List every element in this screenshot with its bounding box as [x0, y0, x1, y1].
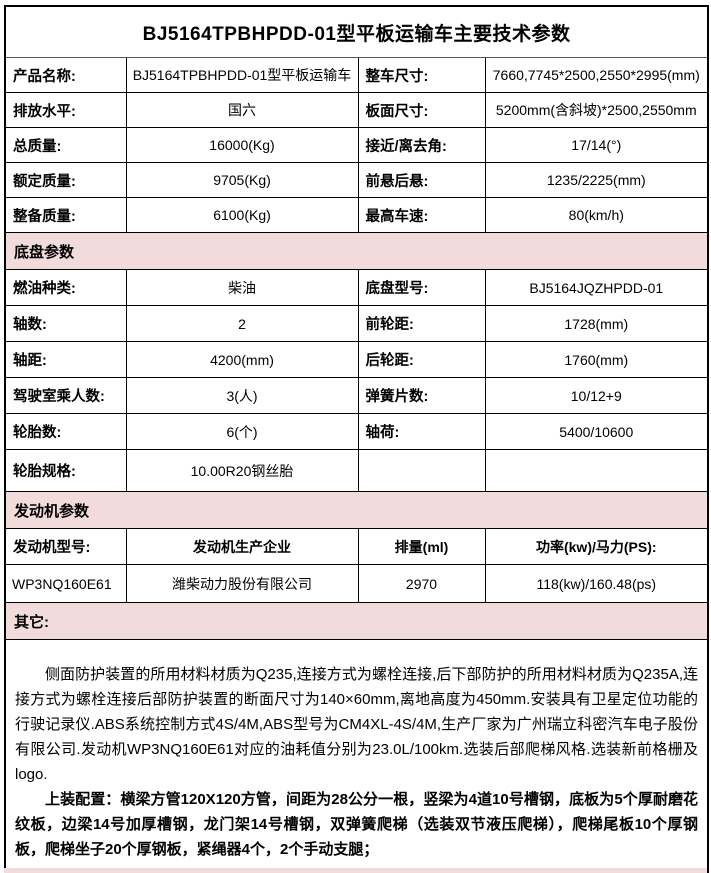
table-row: 轮胎规格: 10.00R20钢丝胎 — [4, 449, 709, 492]
value-engine-manufacturer: 潍柴动力股份有限公司 — [125, 564, 359, 603]
section-header-engine: 发动机参数 — [4, 491, 709, 529]
value-engine-model: WP3NQ160E61 — [4, 564, 127, 603]
table-row: 发动机型号: 发动机生产企业 排量(ml) 功率(kw)/马力(PS): — [4, 528, 709, 565]
table-row: 产品名称: BJ5164TPBHPDD-01型平板运输车 整车尺寸: 7660,… — [4, 57, 709, 93]
value-spring-leaves: 10/12+9 — [484, 377, 709, 414]
label-product-name: 产品名称: — [4, 57, 127, 93]
empty-cell — [484, 449, 709, 492]
value-product-name: BJ5164TPBHPDD-01型平板运输车 — [125, 57, 359, 93]
value-tire-count: 6(个) — [125, 413, 359, 450]
table-row: 整备质量: 6100(Kg) 最高车速: 80(km/h) — [4, 197, 709, 233]
column-header-displacement: 排量(ml) — [357, 528, 486, 565]
value-tire-spec: 10.00R20钢丝胎 — [125, 449, 359, 492]
value-emission-level: 国六 — [125, 92, 359, 128]
table-row: 驾驶室乘人数: 3(人) 弹簧片数: 10/12+9 — [4, 377, 709, 414]
value-max-speed: 80(km/h) — [484, 197, 709, 233]
table-row: 轴距: 4200(mm) 后轮距: 1760(mm) — [4, 341, 709, 378]
label-front-rear-overhang: 前悬后悬: — [357, 162, 486, 198]
table-row: 底盘参数 — [4, 232, 709, 270]
table-row: 总质量: 16000(Kg) 接近/离去角: 17/14(°) — [4, 127, 709, 163]
value-rear-track: 1760(mm) — [484, 341, 709, 378]
label-emission-level: 排放水平: — [4, 92, 127, 128]
page-title: BJ5164TPBHPDD-01型平板运输车主要技术参数 — [4, 5, 709, 58]
table-row: 发动机参数 — [4, 491, 709, 529]
other-paragraph-protection: 侧面防护装置的所用材料材质为Q235,连接方式为螺栓连接,后下部防护的所用材料材… — [15, 666, 699, 783]
table-row: WP3NQ160E61 潍柴动力股份有限公司 2970 118(kw)/160.… — [4, 564, 709, 603]
label-axle-load: 轴荷: — [357, 413, 486, 450]
value-approach-departure-angle: 17/14(°) — [484, 127, 709, 163]
value-power: 118(kw)/160.48(ps) — [484, 564, 709, 603]
value-wheelbase: 4200(mm) — [125, 341, 359, 378]
table-row: 侧面防护装置的所用材料材质为Q235,连接方式为螺栓连接,后下部防护的所用材料材… — [4, 639, 709, 873]
value-vehicle-size: 7660,7745*2500,2550*2995(mm) — [484, 57, 709, 93]
value-curb-mass: 6100(Kg) — [125, 197, 359, 233]
section-header-other: 其它: — [4, 602, 709, 640]
value-fuel-type: 柴油 — [125, 269, 359, 306]
value-chassis-model: BJ5164JQZHPDD-01 — [484, 269, 709, 306]
other-paragraph-body-config: 上装配置：横梁方管120X120方管，间距为28公分一根，竖梁为4道10号槽钢，… — [15, 791, 699, 858]
vehicle-spec-table: BJ5164TPBHPDD-01型平板运输车主要技术参数 产品名称: BJ516… — [4, 5, 710, 873]
value-front-rear-overhang: 1235/2225(mm) — [484, 162, 709, 198]
label-chassis-model: 底盘型号: — [357, 269, 486, 306]
label-gross-mass: 总质量: — [4, 127, 127, 163]
value-cab-passengers: 3(人) — [125, 377, 359, 414]
value-displacement: 2970 — [357, 564, 486, 603]
table-row: 轮胎数: 6(个) 轴荷: 5400/10600 — [4, 413, 709, 450]
table-row: 其它: — [4, 602, 709, 640]
label-rear-track: 后轮距: — [357, 341, 486, 378]
label-spring-leaves: 弹簧片数: — [357, 377, 486, 414]
value-deck-size: 5200mm(含斜坡)*2500,2550mm — [484, 92, 709, 128]
value-front-track: 1728(mm) — [484, 305, 709, 342]
value-axle-load: 5400/10600 — [484, 413, 709, 450]
value-axle-count: 2 — [125, 305, 359, 342]
label-curb-mass: 整备质量: — [4, 197, 127, 233]
table-row: 燃油种类: 柴油 底盘型号: BJ5164JQZHPDD-01 — [4, 269, 709, 306]
table-row: 排放水平: 国六 板面尺寸: 5200mm(含斜坡)*2500,2550mm — [4, 92, 709, 128]
other-content-cell: 侧面防护装置的所用材料材质为Q235,连接方式为螺栓连接,后下部防护的所用材料材… — [4, 639, 709, 873]
column-header-engine-model: 发动机型号: — [4, 528, 127, 565]
label-tire-count: 轮胎数: — [4, 413, 127, 450]
label-tire-spec: 轮胎规格: — [4, 449, 127, 492]
label-rated-mass: 额定质量: — [4, 162, 127, 198]
label-approach-departure-angle: 接近/离去角: — [357, 127, 486, 163]
label-max-speed: 最高车速: — [357, 197, 486, 233]
column-header-engine-manufacturer: 发动机生产企业 — [125, 528, 359, 565]
table-row: 轴数: 2 前轮距: 1728(mm) — [4, 305, 709, 342]
label-deck-size: 板面尺寸: — [357, 92, 486, 128]
column-header-power: 功率(kw)/马力(PS): — [484, 528, 709, 565]
empty-cell — [357, 449, 486, 492]
value-rated-mass: 9705(Kg) — [125, 162, 359, 198]
label-vehicle-size: 整车尺寸: — [357, 57, 486, 93]
cutoff-section-strip — [4, 868, 707, 873]
table-row: BJ5164TPBHPDD-01型平板运输车主要技术参数 — [4, 5, 709, 58]
value-gross-mass: 16000(Kg) — [125, 127, 359, 163]
section-header-chassis: 底盘参数 — [4, 232, 709, 270]
table-row: 额定质量: 9705(Kg) 前悬后悬: 1235/2225(mm) — [4, 162, 709, 198]
label-axle-count: 轴数: — [4, 305, 127, 342]
label-fuel-type: 燃油种类: — [4, 269, 127, 306]
label-cab-passengers: 驾驶室乘人数: — [4, 377, 127, 414]
label-front-track: 前轮距: — [357, 305, 486, 342]
label-wheelbase: 轴距: — [4, 341, 127, 378]
